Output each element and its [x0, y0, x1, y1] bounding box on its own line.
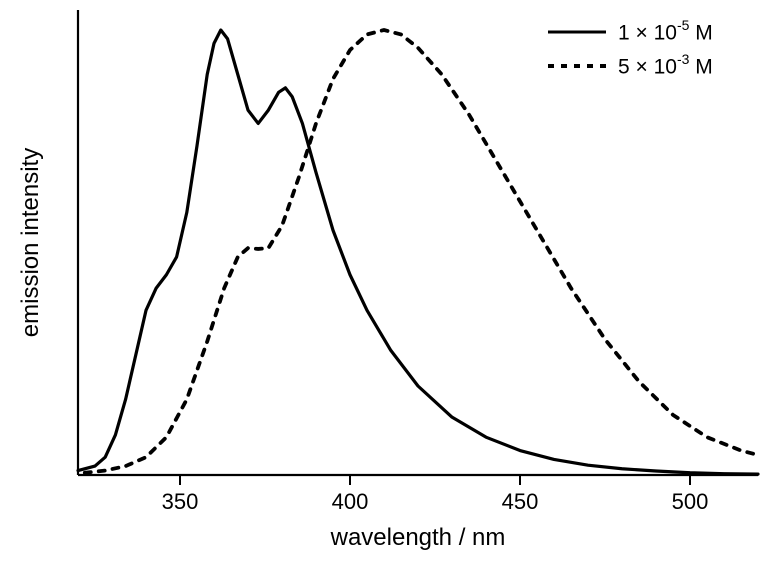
x-tick-label: 400 — [332, 489, 369, 514]
series-5e-3 M — [85, 30, 758, 473]
legend-label-1e-5 M: 1 × 10-5 M — [618, 17, 713, 44]
chart-svg: 350 400 450 500 wavelength / nm emission inte… — [0, 0, 775, 564]
series-1e-5 M — [78, 30, 758, 474]
x-axis-label: wavelength / nm — [330, 524, 506, 551]
x-tick-label: 500 — [672, 489, 709, 514]
legend-label-5e-3 M: 5 × 10-3 M — [618, 51, 713, 78]
x-tick-label: 350 — [162, 489, 199, 514]
y-axis-label: emission intensity — [17, 148, 44, 337]
x-tick-label: 450 — [502, 489, 539, 514]
emission-spectrum-chart: 350 400 450 500 wavelength / nm emission inte… — [0, 0, 775, 564]
